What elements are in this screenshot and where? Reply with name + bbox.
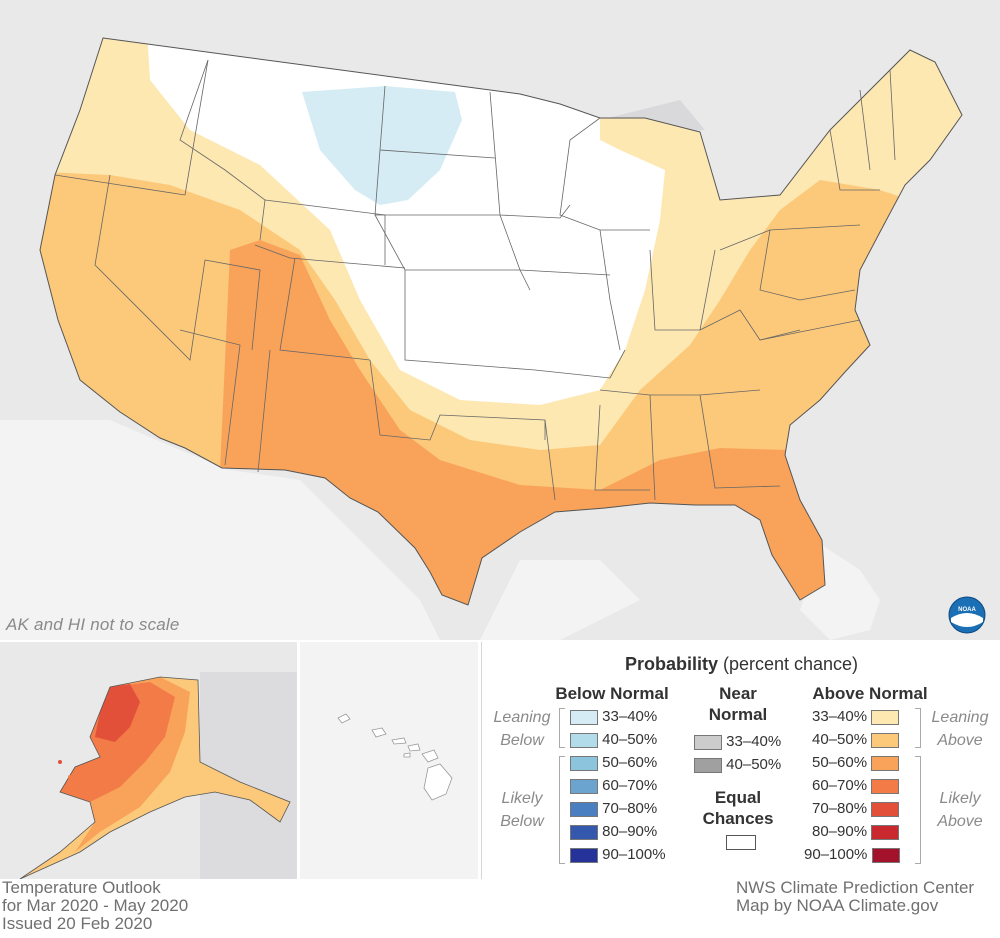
above-row: 33–40% bbox=[812, 708, 900, 726]
caption-issued: Issued 20 Feb 2020 bbox=[2, 914, 153, 933]
caption-title: Temperature Outlook bbox=[2, 878, 161, 897]
above-row: 80–90% bbox=[812, 823, 900, 841]
credit-caption: NWS Climate Prediction Center Map by NOA… bbox=[736, 879, 974, 915]
legend-swatch bbox=[871, 778, 900, 794]
below-row: 80–90% bbox=[570, 823, 657, 841]
hawaii-graphic bbox=[300, 642, 478, 879]
above-normal-header: Above Normal bbox=[812, 684, 928, 703]
below-row: 60–70% bbox=[570, 777, 657, 795]
conus-map: AK and HI not to scale NOAA bbox=[0, 0, 1000, 640]
below-normal-header: Below Normal bbox=[555, 684, 669, 703]
legend-swatch bbox=[570, 778, 598, 794]
caption-period: for Mar 2020 - May 2020 bbox=[2, 896, 189, 915]
outlook-caption: Temperature Outlook for Mar 2020 - May 2… bbox=[2, 879, 188, 933]
scale-note: AK and HI not to scale bbox=[6, 615, 180, 634]
below-row: 90–100% bbox=[570, 846, 666, 864]
below-normal-area bbox=[302, 86, 462, 205]
legend-swatch bbox=[871, 732, 900, 748]
below-row: 50–60% bbox=[570, 754, 657, 772]
leaning-below-label: Leaning Below bbox=[493, 709, 551, 749]
near-row: 33–40% bbox=[694, 733, 781, 751]
leaning-above-bracket bbox=[915, 708, 921, 748]
above-row: 90–100% bbox=[804, 846, 900, 864]
likely-below-label: Likely Below bbox=[500, 790, 544, 830]
above-row: 40–50% bbox=[812, 731, 900, 749]
equal-chances-label-1: Equal bbox=[714, 788, 762, 807]
likely-above-bracket bbox=[915, 756, 921, 864]
legend-swatch bbox=[570, 709, 598, 725]
above-row: 50–60% bbox=[812, 754, 900, 772]
legend-swatch bbox=[570, 847, 598, 863]
conus-map-graphic bbox=[39, 37, 963, 606]
legend-swatch bbox=[570, 801, 598, 817]
noaa-logo: NOAA bbox=[948, 596, 986, 634]
legend-swatch bbox=[694, 734, 722, 750]
legend-swatch bbox=[570, 824, 598, 840]
likely-above-label: Likely Above bbox=[937, 790, 983, 830]
credit-map: Map by NOAA Climate.gov bbox=[736, 896, 939, 915]
legend-swatch bbox=[871, 755, 900, 771]
legend-swatch bbox=[871, 709, 900, 725]
legend-swatch bbox=[694, 757, 722, 773]
legend-swatch bbox=[871, 847, 900, 863]
legend-swatch bbox=[570, 732, 598, 748]
below-row: 70–80% bbox=[570, 800, 657, 818]
below-row: 40–50% bbox=[570, 731, 657, 749]
near-row: 40–50% bbox=[694, 756, 781, 774]
alaska-graphic bbox=[0, 642, 297, 879]
likely-below-bracket bbox=[559, 756, 565, 864]
legend-title: Probability (percent chance) bbox=[624, 654, 859, 674]
credit-source: NWS Climate Prediction Center bbox=[736, 878, 975, 897]
alaska-inset bbox=[0, 642, 297, 879]
above-row: 70–80% bbox=[812, 800, 900, 818]
legend-swatch bbox=[871, 801, 900, 817]
leaning-above-label: Leaning Above bbox=[931, 709, 989, 749]
legend-swatch bbox=[871, 824, 900, 840]
state-borders bbox=[54, 59, 896, 501]
below-row: 33–40% bbox=[570, 708, 657, 726]
near-normal-header-2: Normal bbox=[708, 705, 768, 724]
svg-text:NOAA: NOAA bbox=[958, 607, 976, 613]
legend: Probability (percent chance) Below Norma… bbox=[481, 642, 1000, 879]
leaning-below-bracket bbox=[559, 708, 565, 748]
above-row: 60–70% bbox=[812, 777, 900, 795]
hawaii-inset bbox=[300, 642, 478, 879]
equal-chances-swatch bbox=[726, 835, 756, 850]
near-normal-header-1: Near bbox=[719, 684, 757, 703]
equal-chances-label-2: Chances bbox=[702, 809, 774, 828]
legend-swatch bbox=[570, 755, 598, 771]
